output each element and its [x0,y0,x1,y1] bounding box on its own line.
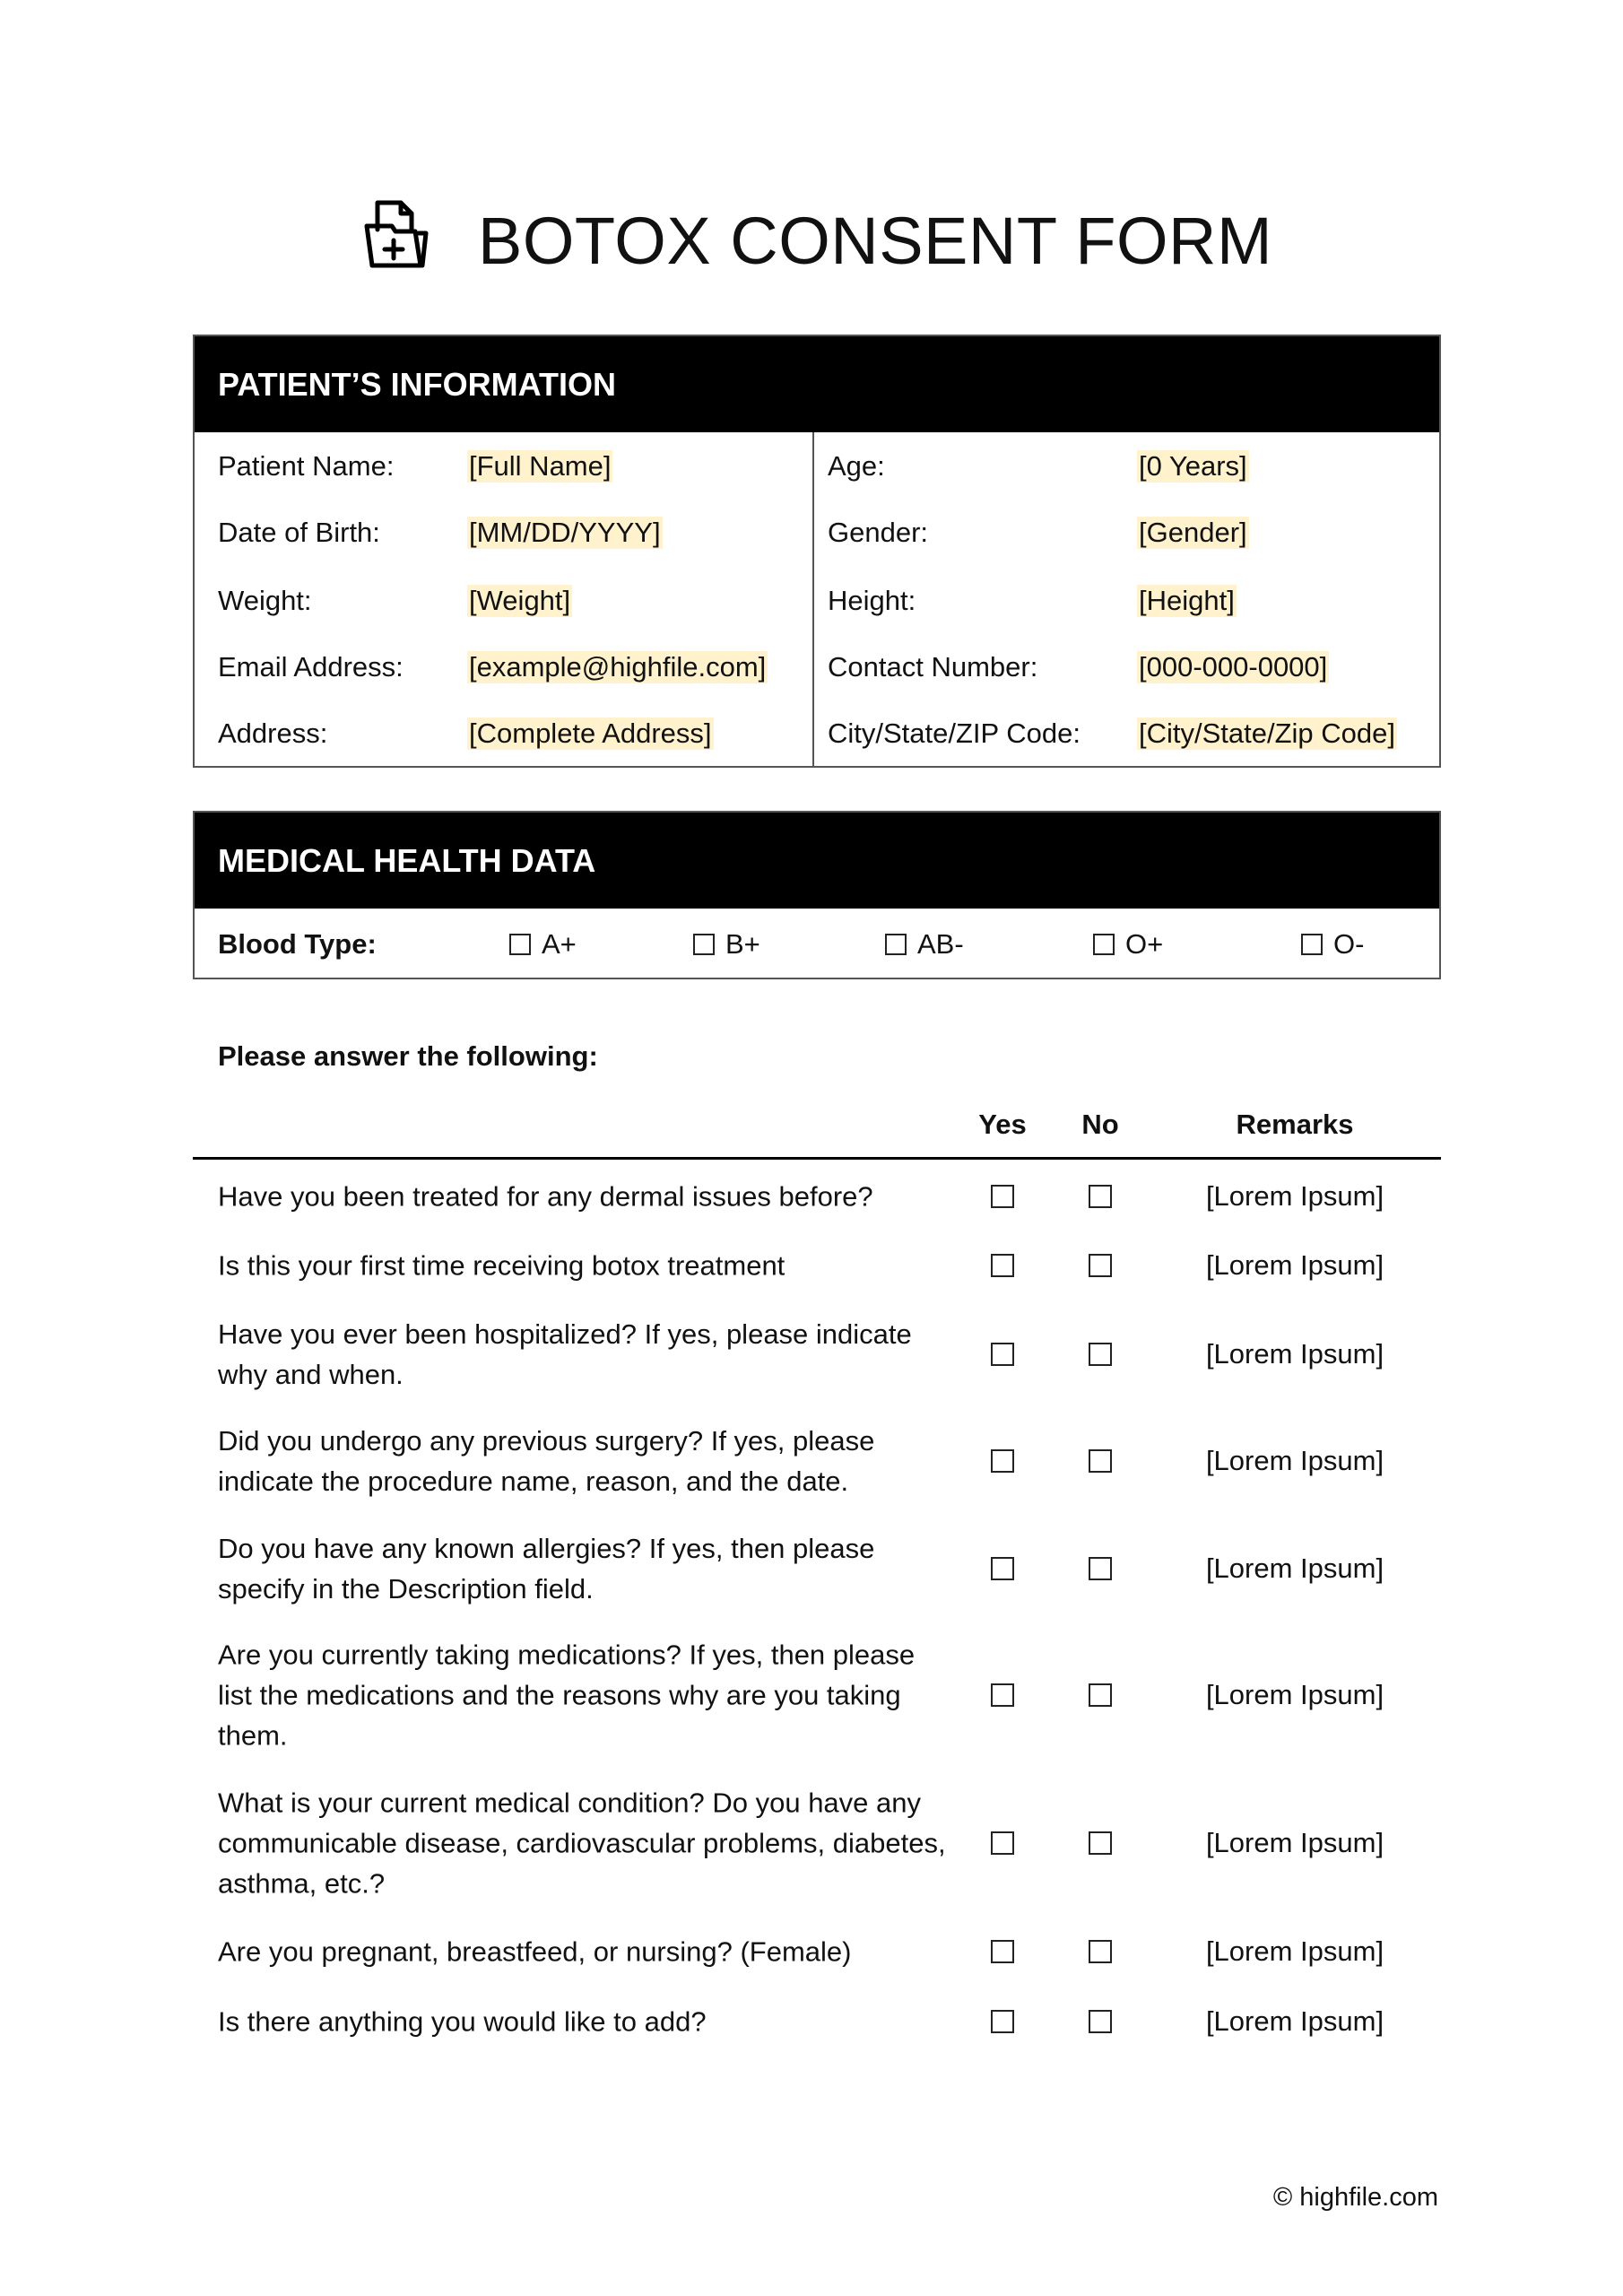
question-text: Is there anything you would like to add? [218,2005,707,2038]
remarks-field[interactable]: [Lorem Ipsum] [1205,1338,1384,1370]
patient-field-label: Patient Name: [218,450,395,482]
no-checkbox[interactable] [1089,1557,1112,1580]
question-text: Have you been treated for any dermal iss… [218,1180,873,1213]
remarks-field[interactable]: [Lorem Ipsum] [1205,1249,1384,1281]
patient-field-label: Weight: [218,585,312,616]
blood-type-label: A+ [542,928,577,960]
question-text: Have you ever been hospitalized? If yes,… [218,1318,912,1390]
patient-field-label: Date of Birth: [218,517,380,548]
no-checkbox[interactable] [1089,1831,1112,1855]
patient-field-label: Email Address: [218,651,404,683]
column-divider [812,432,814,766]
yes-checkbox[interactable] [991,1254,1014,1277]
no-checkbox[interactable] [1089,1254,1112,1277]
patient-field-value[interactable]: [MM/DD/YYYY] [467,517,663,549]
remarks-field[interactable]: [Lorem Ipsum] [1205,1679,1384,1710]
medical-folder-plus-icon [364,200,429,268]
no-checkbox[interactable] [1089,1449,1112,1473]
patient-field-label: Height: [828,585,916,616]
remarks-field[interactable]: [Lorem Ipsum] [1205,1445,1384,1476]
blood-type-label: B+ [725,928,760,960]
patient-field-value[interactable]: [City/State/Zip Code] [1137,718,1398,750]
checkbox[interactable] [1093,934,1115,955]
yes-checkbox[interactable] [991,1940,1014,1963]
remarks-field[interactable]: [Lorem Ipsum] [1205,1552,1384,1584]
checkbox[interactable] [509,934,531,955]
yes-checkbox[interactable] [991,1831,1014,1855]
footer-copyright: © highfile.com [1272,2183,1438,2212]
remarks-field[interactable]: [Lorem Ipsum] [1205,1180,1384,1212]
checkbox[interactable] [693,934,715,955]
no-checkbox[interactable] [1089,1683,1112,1707]
patient-field-value[interactable]: [000-000-0000] [1137,651,1330,683]
checkbox[interactable] [885,934,907,955]
page-title: BOTOX CONSENT FORM [478,204,1273,278]
patient-field-value[interactable]: [Complete Address] [467,718,714,750]
yes-column-header: Yes [978,1109,1027,1140]
medical-data-header: MEDICAL HEALTH DATA [195,813,1439,909]
patient-field-value[interactable]: [example@highfile.com] [467,651,768,683]
blood-type-label: Blood Type: [218,928,377,960]
no-checkbox[interactable] [1089,2010,1112,2033]
patient-field-value[interactable]: [0 Years] [1137,450,1249,483]
patient-field-value[interactable]: [Height] [1137,585,1237,617]
remarks-column-header: Remarks [1236,1109,1354,1140]
no-checkbox[interactable] [1089,1343,1112,1366]
yes-checkbox[interactable] [991,1683,1014,1707]
blood-type-label: O+ [1125,928,1164,960]
checkbox[interactable] [1301,934,1323,955]
no-checkbox[interactable] [1089,1185,1112,1208]
patient-field-label: Address: [218,718,328,749]
header-divider [193,1157,1441,1160]
medical-data-section: MEDICAL HEALTH DATA [193,811,1441,979]
question-text: Is this your first time receiving botox … [218,1249,785,1282]
question-text: Do you have any known allergies? If yes,… [218,1533,875,1605]
yes-checkbox[interactable] [991,1557,1014,1580]
patient-field-label: Contact Number: [828,651,1038,683]
patient-field-value[interactable]: [Full Name] [467,450,613,483]
no-checkbox[interactable] [1089,1940,1112,1963]
remarks-field[interactable]: [Lorem Ipsum] [1205,1827,1384,1858]
patient-info-section: PATIENT’S INFORMATION [193,335,1441,768]
blood-type-option[interactable]: B+ [693,928,760,961]
patient-field-label: City/State/ZIP Code: [828,718,1081,749]
blood-type-option[interactable]: AB- [885,928,964,961]
yes-checkbox[interactable] [991,2010,1014,2033]
blood-type-option[interactable]: O+ [1093,928,1163,961]
blood-type-option[interactable]: A+ [509,928,577,961]
yes-checkbox[interactable] [991,1449,1014,1473]
question-text: What is your current medical condition? … [218,1787,946,1900]
blood-type-option[interactable]: O- [1301,928,1364,961]
yes-checkbox[interactable] [991,1185,1014,1208]
yes-checkbox[interactable] [991,1343,1014,1366]
questions-intro: Please answer the following: [218,1040,598,1072]
question-text: Did you undergo any previous surgery? If… [218,1425,875,1497]
blood-type-label: O- [1333,928,1365,960]
blood-type-label: AB- [917,928,964,960]
question-text: Are you currently taking medications? If… [218,1639,916,1752]
remarks-field[interactable]: [Lorem Ipsum] [1205,2005,1384,2037]
question-text: Are you pregnant, breastfeed, or nursing… [218,1935,852,1968]
patient-field-label: Gender: [828,517,929,548]
patient-info-header: PATIENT’S INFORMATION [195,336,1439,432]
no-column-header: No [1081,1109,1119,1140]
patient-field-value[interactable]: [Weight] [467,585,573,617]
patient-field-label: Age: [828,450,885,482]
patient-field-value[interactable]: [Gender] [1137,517,1249,549]
remarks-field[interactable]: [Lorem Ipsum] [1205,1935,1384,1967]
